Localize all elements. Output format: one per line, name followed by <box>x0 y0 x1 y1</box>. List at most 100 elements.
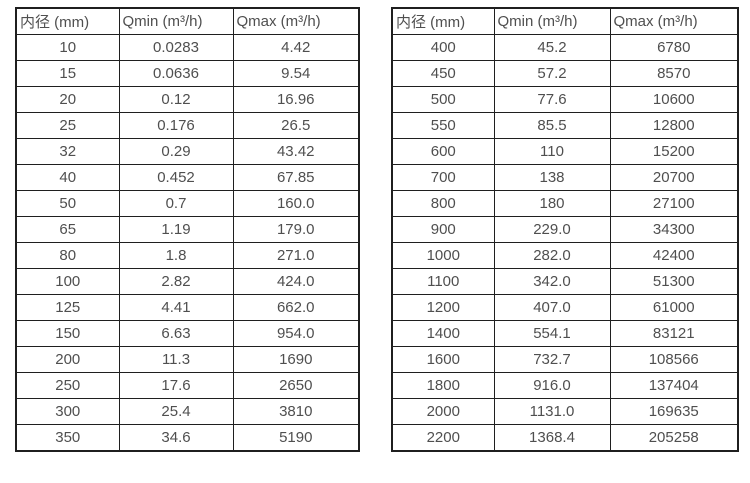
cell-qmin: 0.0636 <box>118 60 234 87</box>
cell-qmax: 61000 <box>609 294 739 321</box>
cell-qmin: 282.0 <box>493 242 611 269</box>
cell-qmin: 1368.4 <box>493 424 611 452</box>
cell-qmax: 160.0 <box>232 190 360 217</box>
cell-qmin: 4.41 <box>118 294 234 321</box>
cell-diameter: 150 <box>15 320 120 347</box>
cell-qmax: 34300 <box>609 216 739 243</box>
cell-diameter: 200 <box>15 346 120 373</box>
cell-qmin: 25.4 <box>118 398 234 425</box>
cell-qmin: 732.7 <box>493 346 611 373</box>
column-header-qmax: Qmax (m³/h) <box>609 7 739 35</box>
cell-qmin: 407.0 <box>493 294 611 321</box>
cell-qmax: 43.42 <box>232 138 360 165</box>
cell-qmin: 77.6 <box>493 86 611 113</box>
cell-qmin: 229.0 <box>493 216 611 243</box>
cell-diameter: 125 <box>15 294 120 321</box>
table-row: 500 77.6 10600 <box>391 86 739 113</box>
cell-diameter: 20 <box>15 86 120 113</box>
cell-qmax: 9.54 <box>232 60 360 87</box>
column-header-qmin: Qmin (m³/h) <box>493 7 611 35</box>
table-row: 125 4.41 662.0 <box>15 294 360 321</box>
cell-qmax: 15200 <box>609 138 739 165</box>
column-header-qmin: Qmin (m³/h) <box>118 7 234 35</box>
table-row: 10 0.0283 4.42 <box>15 34 360 61</box>
cell-qmax: 3810 <box>232 398 360 425</box>
cell-qmin: 0.7 <box>118 190 234 217</box>
table-row: 250 17.6 2650 <box>15 372 360 399</box>
cell-qmin: 45.2 <box>493 34 611 61</box>
table-row: 350 34.6 5190 <box>15 424 360 452</box>
cell-diameter: 1200 <box>391 294 495 321</box>
cell-qmin: 1.19 <box>118 216 234 243</box>
table-row: 25 0.176 26.5 <box>15 112 360 139</box>
cell-qmax: 10600 <box>609 86 739 113</box>
cell-diameter: 80 <box>15 242 120 269</box>
cell-qmax: 2650 <box>232 372 360 399</box>
cell-diameter: 700 <box>391 164 495 191</box>
cell-diameter: 2200 <box>391 424 495 452</box>
cell-qmin: 17.6 <box>118 372 234 399</box>
table-body: 400 45.2 6780 450 57.2 8570 500 77.6 10600 550 85.… <box>391 34 739 452</box>
cell-diameter: 450 <box>391 60 495 87</box>
table-row: 2000 1131.0 169635 <box>391 398 739 425</box>
table-row: 15 0.0636 9.54 <box>15 60 360 87</box>
cell-qmin: 0.0283 <box>118 34 234 61</box>
cell-diameter: 250 <box>15 372 120 399</box>
cell-diameter: 1400 <box>391 320 495 347</box>
cell-qmin: 0.452 <box>118 164 234 191</box>
cell-qmin: 110 <box>493 138 611 165</box>
table-row: 50 0.7 160.0 <box>15 190 360 217</box>
cell-qmax: 424.0 <box>232 268 360 295</box>
cell-qmin: 180 <box>493 190 611 217</box>
table-row: 40 0.452 67.85 <box>15 164 360 191</box>
cell-qmax: 169635 <box>609 398 739 425</box>
table-body: 10 0.0283 4.42 15 0.0636 9.54 20 0.12 16.96 25 0.1… <box>15 34 360 452</box>
cell-qmin: 6.63 <box>118 320 234 347</box>
cell-diameter: 1800 <box>391 372 495 399</box>
cell-qmax: 67.85 <box>232 164 360 191</box>
cell-qmax: 205258 <box>609 424 739 452</box>
cell-qmax: 42400 <box>609 242 739 269</box>
table-row: 700 138 20700 <box>391 164 739 191</box>
table-row: 1100 342.0 51300 <box>391 268 739 295</box>
table-row: 600 110 15200 <box>391 138 739 165</box>
cell-diameter: 900 <box>391 216 495 243</box>
cell-qmin: 138 <box>493 164 611 191</box>
cell-qmin: 0.12 <box>118 86 234 113</box>
table-header: 内径 (mm) Qmin (m³/h) Qmax (m³/h) <box>15 7 360 35</box>
cell-qmin: 57.2 <box>493 60 611 87</box>
header-row: 内径 (mm) Qmin (m³/h) Qmax (m³/h) <box>391 7 739 35</box>
table-row: 100 2.82 424.0 <box>15 268 360 295</box>
column-header-qmax: Qmax (m³/h) <box>232 7 360 35</box>
header-row: 内径 (mm) Qmin (m³/h) Qmax (m³/h) <box>15 7 360 35</box>
cell-diameter: 10 <box>15 34 120 61</box>
cell-qmax: 108566 <box>609 346 739 373</box>
table-row: 1000 282.0 42400 <box>391 242 739 269</box>
cell-qmax: 662.0 <box>232 294 360 321</box>
cell-qmax: 27100 <box>609 190 739 217</box>
cell-diameter: 1600 <box>391 346 495 373</box>
cell-qmin: 0.176 <box>118 112 234 139</box>
cell-diameter: 100 <box>15 268 120 295</box>
table-row: 1400 554.1 83121 <box>391 320 739 347</box>
cell-qmin: 1131.0 <box>493 398 611 425</box>
flow-table-small-diameters: 内径 (mm) Qmin (m³/h) Qmax (m³/h) 10 0.0283 4.… <box>15 7 360 452</box>
cell-qmax: 271.0 <box>232 242 360 269</box>
cell-diameter: 50 <box>15 190 120 217</box>
table-row: 550 85.5 12800 <box>391 112 739 139</box>
cell-qmax: 4.42 <box>232 34 360 61</box>
table-row: 150 6.63 954.0 <box>15 320 360 347</box>
cell-qmax: 179.0 <box>232 216 360 243</box>
table-row: 1800 916.0 137404 <box>391 372 739 399</box>
table-row: 200 11.3 1690 <box>15 346 360 373</box>
cell-diameter: 1000 <box>391 242 495 269</box>
cell-diameter: 600 <box>391 138 495 165</box>
cell-diameter: 1100 <box>391 268 495 295</box>
cell-diameter: 40 <box>15 164 120 191</box>
cell-qmin: 85.5 <box>493 112 611 139</box>
table-row: 300 25.4 3810 <box>15 398 360 425</box>
cell-diameter: 15 <box>15 60 120 87</box>
cell-qmax: 16.96 <box>232 86 360 113</box>
table-row: 400 45.2 6780 <box>391 34 739 61</box>
